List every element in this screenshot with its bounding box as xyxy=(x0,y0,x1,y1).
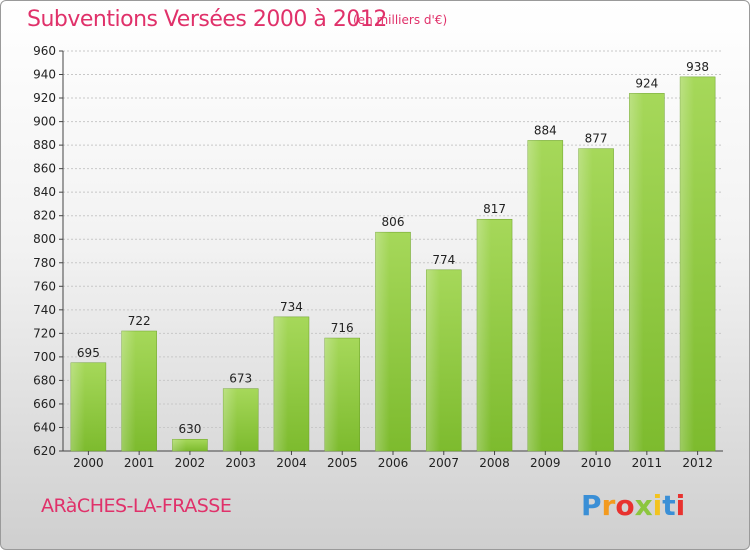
proxiti-logo: Proxiti xyxy=(581,489,685,522)
y-tick-label: 900 xyxy=(33,115,56,129)
y-tick-label: 820 xyxy=(33,209,56,223)
x-tick-label-2001: 2001 xyxy=(124,456,155,470)
value-label-2010: 877 xyxy=(585,132,608,146)
bar-highlight xyxy=(324,338,360,451)
x-tick-label-2012: 2012 xyxy=(682,456,713,470)
logo-letter: r xyxy=(601,489,616,522)
y-tick-label: 680 xyxy=(33,373,56,387)
logo-letter: x xyxy=(634,489,653,522)
bar-highlight xyxy=(172,439,208,451)
x-tick-label-2006: 2006 xyxy=(378,456,409,470)
value-label-2006: 806 xyxy=(382,215,405,229)
value-label-2001: 722 xyxy=(128,314,151,328)
y-tick-label: 660 xyxy=(33,397,56,411)
x-tick-label-2011: 2011 xyxy=(632,456,663,470)
x-tick-label-2008: 2008 xyxy=(479,456,510,470)
value-label-2009: 884 xyxy=(534,123,557,137)
value-label-2008: 817 xyxy=(483,202,506,216)
value-label-2000: 695 xyxy=(77,346,100,360)
chart-title: Subventions Versées 2000 à 2012 xyxy=(27,7,387,32)
bar-highlight xyxy=(527,140,563,452)
y-tick-label: 700 xyxy=(33,350,56,364)
x-tick-label-2005: 2005 xyxy=(327,456,358,470)
y-tick-label: 840 xyxy=(33,185,56,199)
y-tick-label: 880 xyxy=(33,138,56,152)
chart-subtitle: (en milliers d'€) xyxy=(353,13,448,27)
value-label-2004: 734 xyxy=(280,300,303,314)
y-tick-label: 860 xyxy=(33,162,56,176)
y-tick-label: 940 xyxy=(33,68,56,82)
x-tick-label-2010: 2010 xyxy=(581,456,612,470)
y-tick-label: 640 xyxy=(33,420,56,434)
bar-highlight xyxy=(629,93,665,452)
y-tick-label: 620 xyxy=(33,444,56,458)
logo-letter: i xyxy=(652,489,663,522)
bar-highlight xyxy=(680,76,716,451)
y-tick-label: 760 xyxy=(33,279,56,293)
bar-highlight xyxy=(70,362,106,451)
x-tick-label-2004: 2004 xyxy=(276,456,307,470)
bar-highlight xyxy=(273,316,309,451)
logo-letter: o xyxy=(615,489,635,522)
x-tick-label-2000: 2000 xyxy=(73,456,104,470)
value-label-2005: 716 xyxy=(331,321,354,335)
place-name: ARàCHES-LA-FRASSE xyxy=(41,495,232,517)
value-label-2011: 924 xyxy=(635,76,658,90)
bar-highlight xyxy=(477,219,513,451)
bar-highlight xyxy=(223,388,259,451)
bar-highlight xyxy=(375,232,411,451)
x-tick-label-2003: 2003 xyxy=(225,456,256,470)
value-label-2003: 673 xyxy=(229,372,252,386)
logo-letter: t xyxy=(662,489,676,522)
bar-highlight xyxy=(426,269,462,451)
y-tick-label: 960 xyxy=(33,44,56,58)
x-tick-label-2002: 2002 xyxy=(175,456,206,470)
bar-highlight xyxy=(578,148,614,451)
logo-letter: P xyxy=(581,489,602,522)
logo-letter: i xyxy=(675,489,686,522)
x-tick-label-2007: 2007 xyxy=(428,456,459,470)
value-label-2012: 938 xyxy=(686,60,709,74)
x-tick-label-2009: 2009 xyxy=(530,456,561,470)
y-tick-label: 920 xyxy=(33,91,56,105)
value-label-2002: 630 xyxy=(178,422,201,436)
bar-highlight xyxy=(121,331,157,451)
y-tick-label: 740 xyxy=(33,303,56,317)
value-label-2007: 774 xyxy=(432,253,455,267)
y-tick-label: 780 xyxy=(33,256,56,270)
y-tick-label: 720 xyxy=(33,326,56,340)
y-tick-label: 800 xyxy=(33,232,56,246)
